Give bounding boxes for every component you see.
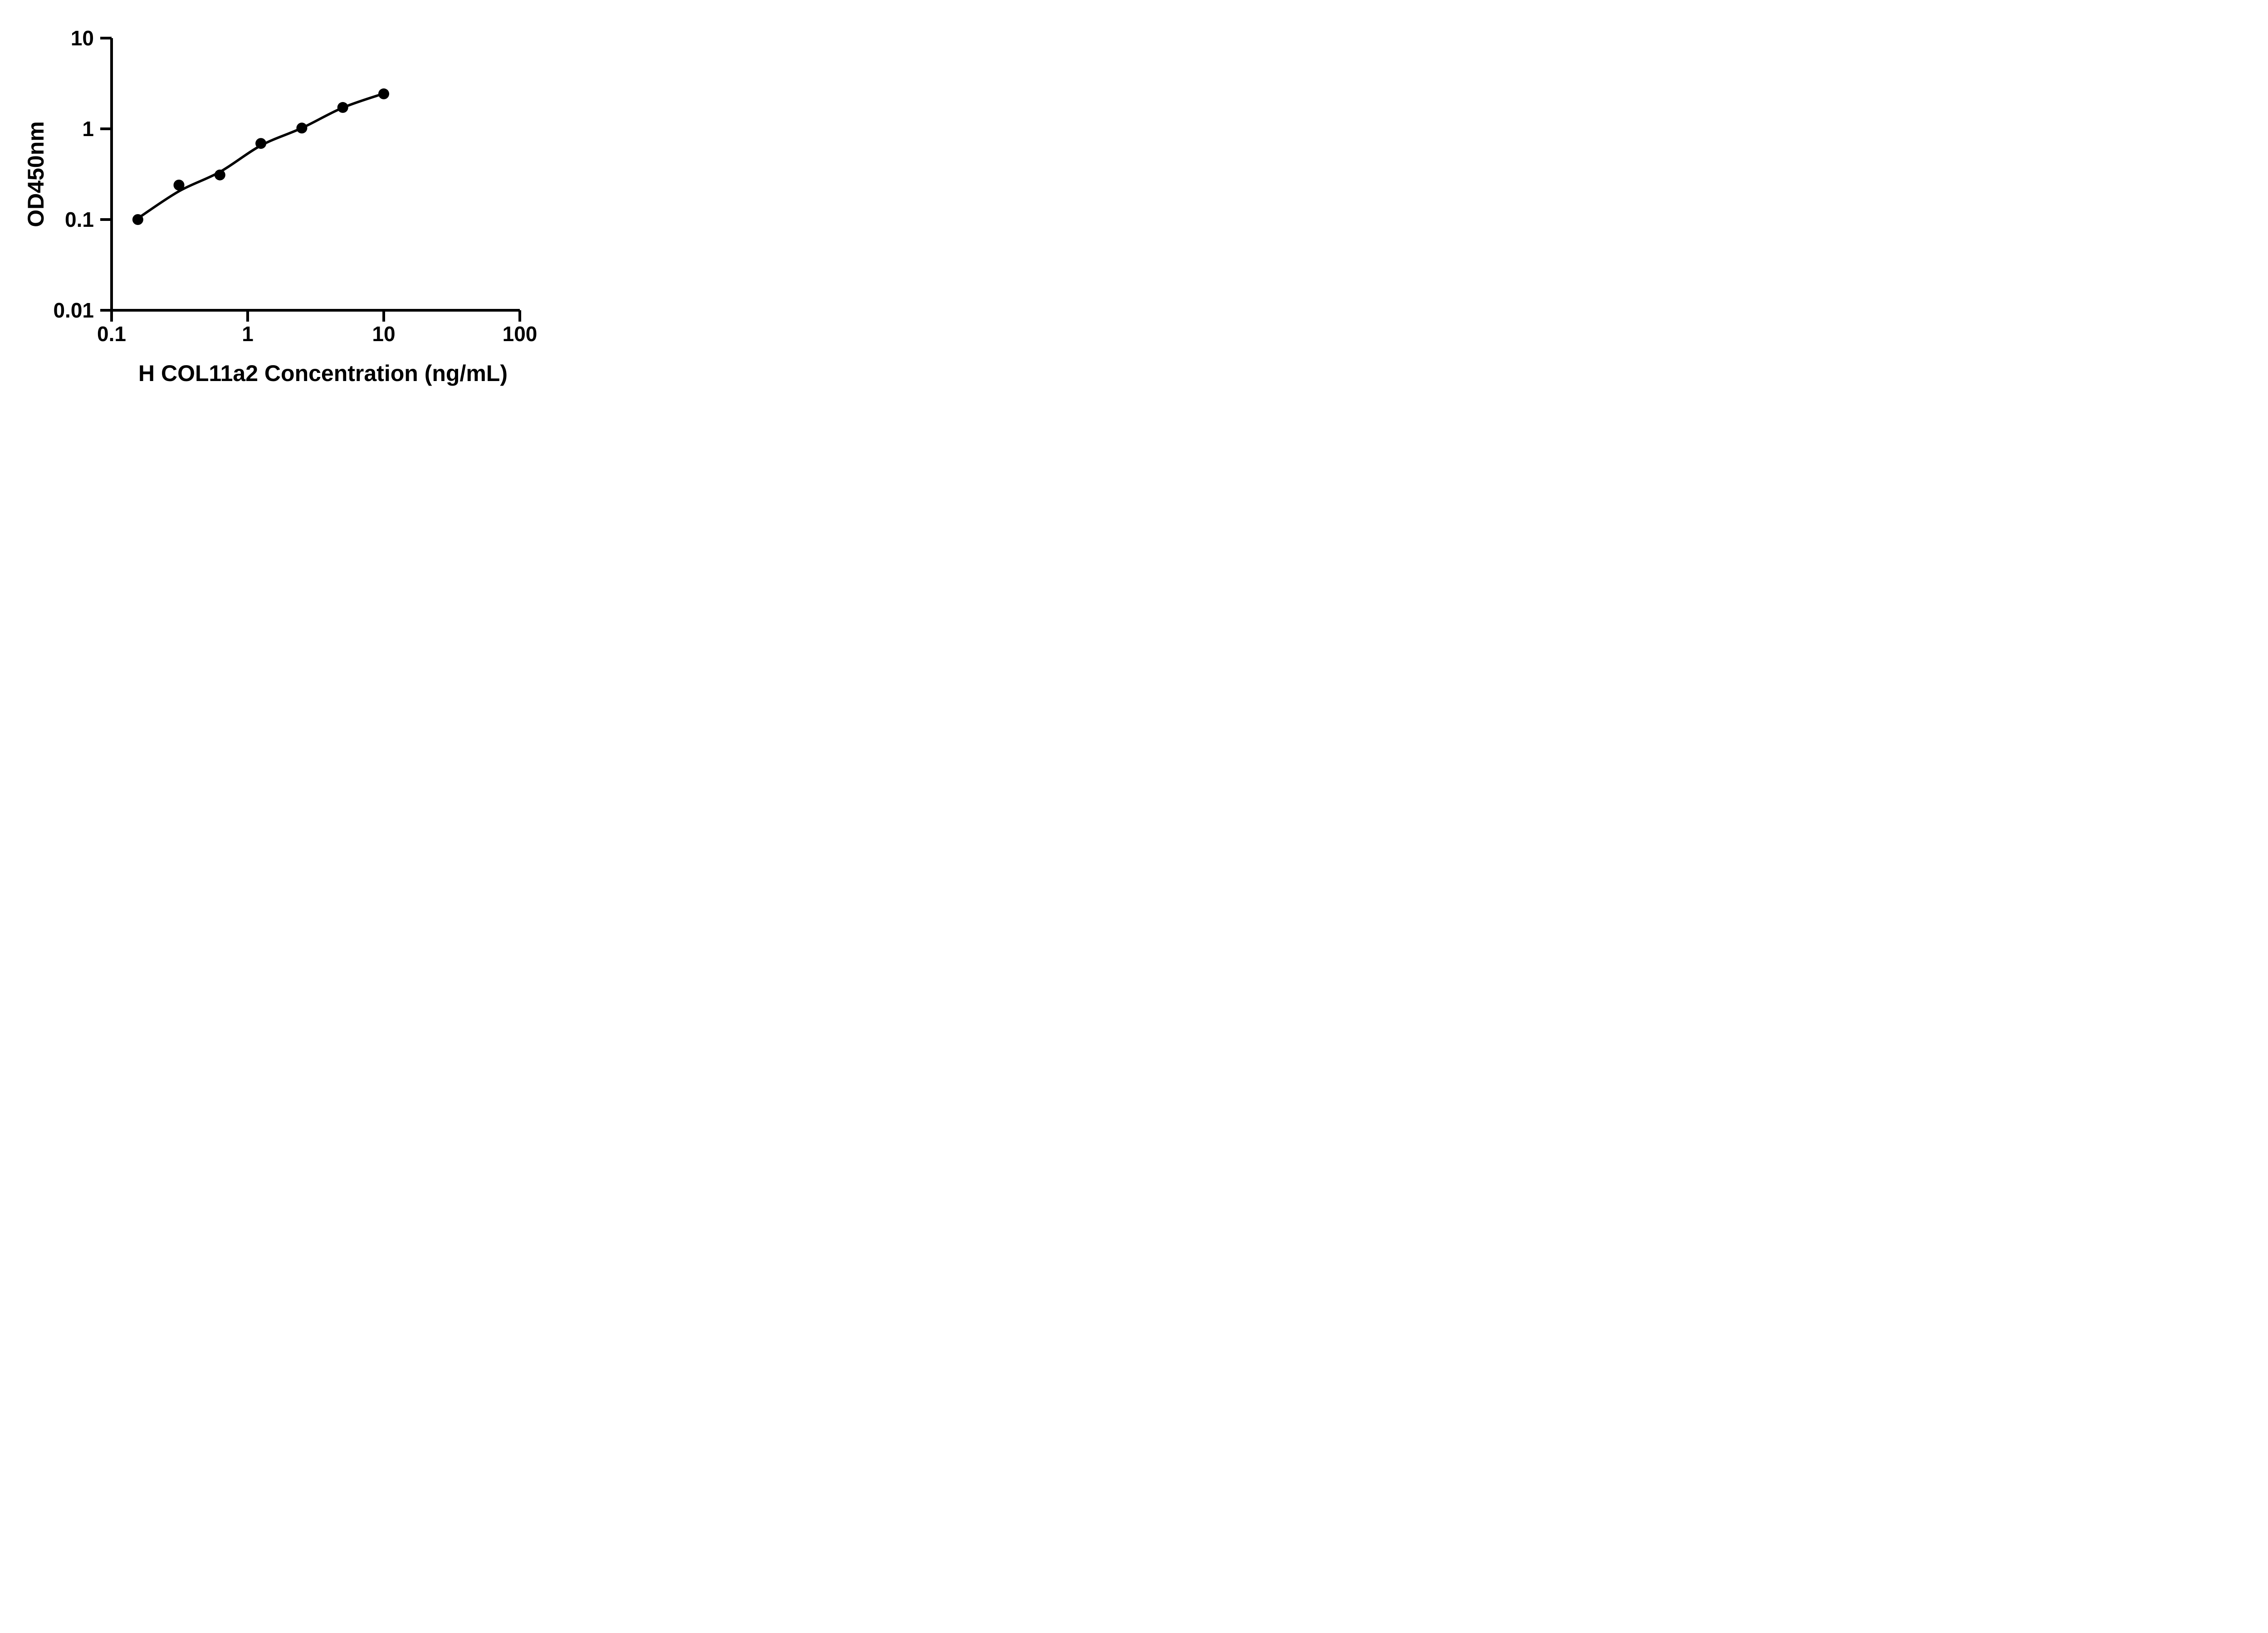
axes <box>110 38 520 312</box>
data-point <box>255 138 267 149</box>
data-points-group <box>132 88 389 225</box>
data-point <box>378 88 389 99</box>
data-point <box>173 180 185 191</box>
data-point <box>337 102 348 113</box>
y-axis-title: OD450nm <box>23 121 49 227</box>
x-tick-label: 1 <box>242 322 254 346</box>
y-tick-label: 10 <box>71 26 94 50</box>
y-tick-label: 0.01 <box>53 298 94 322</box>
data-point <box>296 122 308 134</box>
axis-ticks <box>100 37 521 322</box>
data-point <box>132 214 143 225</box>
x-axis-title: H COL11a2 Concentration (ng/mL) <box>138 361 508 386</box>
fit-curve-line <box>137 92 385 220</box>
elisa-standard-curve-figure: 0.1 1 10 100 0.01 0.1 1 10 H COL11a2 Concentrat… <box>0 0 582 408</box>
data-point <box>214 169 225 181</box>
axis-lines <box>110 38 520 312</box>
x-tick-label: 0.1 <box>97 322 126 346</box>
x-tick-label: 10 <box>372 322 395 346</box>
y-tick-label: 0.1 <box>65 208 94 231</box>
y-tick-label: 1 <box>82 117 94 141</box>
fit-curve-group <box>137 92 385 220</box>
x-tick-label: 100 <box>503 322 538 346</box>
